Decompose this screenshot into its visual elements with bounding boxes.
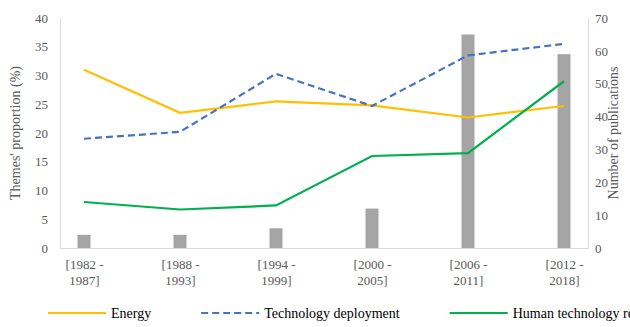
tick-label: 25	[35, 97, 48, 112]
tick: 25	[35, 97, 60, 112]
tick-label: 30	[35, 68, 48, 83]
tick: 60	[588, 44, 608, 59]
legend: Energy Technology deployment Human technol…	[48, 306, 630, 321]
tick: 15	[35, 154, 60, 169]
legend-item: Energy	[48, 306, 151, 321]
bar	[462, 34, 475, 248]
bar	[174, 235, 187, 248]
bar	[366, 209, 379, 248]
tick: 5	[42, 212, 61, 227]
legend-label: Technology deployment	[264, 306, 400, 321]
tick-label: 5	[42, 212, 49, 227]
tick-label: [1982 -1987]	[66, 257, 104, 288]
tick: 40	[588, 109, 608, 124]
tick-label: 0	[42, 241, 49, 256]
y2-axis: 0 10 20 30 40 50 60 70	[588, 11, 608, 256]
tick: 10	[35, 183, 60, 198]
y2-axis-title: Number of publications	[606, 67, 621, 200]
bar-series	[78, 34, 571, 248]
tick: 20	[588, 175, 608, 190]
legend-label: Human technology relationship	[513, 306, 630, 321]
axis-line	[61, 248, 589, 249]
bar	[270, 228, 283, 248]
tick: 10	[588, 208, 608, 223]
tick-label: 10	[595, 208, 608, 223]
tick: [1994 -1999]	[258, 248, 296, 288]
tick-label: 10	[35, 183, 48, 198]
tick: [1982 -1987]	[66, 248, 104, 288]
plot-area	[78, 34, 571, 248]
tick-label: [2012 -2018]	[546, 257, 584, 288]
line	[84, 70, 564, 118]
legend-swatch	[201, 312, 259, 314]
tick-label: 20	[35, 126, 48, 141]
chart: 0 5 10 15 20 25 30 35 40 0 10 20 30 40 50 60 70 [1982 -19…	[0, 0, 630, 327]
x-axis: [1982 -1987] [1988 -1993] [1994 -1999] [200…	[61, 248, 589, 288]
tick: 35	[35, 39, 60, 54]
tick: 0	[42, 241, 61, 256]
tick-label: [1988 -1993]	[162, 257, 200, 288]
legend-swatch	[450, 312, 508, 314]
tick: [2012 -2018]	[546, 248, 584, 288]
tick: [2006 -2011]	[450, 248, 488, 288]
bar	[78, 235, 91, 248]
y-axis: 0 5 10 15 20 25 30 35 40	[35, 11, 61, 256]
tick-label: 60	[595, 44, 608, 59]
tick-label: [2006 -2011]	[450, 257, 488, 288]
tick: 20	[35, 126, 60, 141]
y-axis-title: Themes' proportion (%)	[8, 66, 24, 200]
tick-label: [2000 -2005]	[354, 257, 392, 288]
tick: 70	[588, 11, 608, 26]
tick: [2000 -2005]	[354, 248, 392, 288]
tick: [1988 -1993]	[162, 248, 200, 288]
tick-label: [1994 -1999]	[258, 257, 296, 288]
legend-item: Human technology relationship	[450, 306, 630, 321]
tick-label: 15	[35, 154, 48, 169]
legend-swatch	[48, 312, 106, 314]
line	[84, 81, 564, 209]
axis-line	[60, 19, 61, 249]
tick: 0	[588, 241, 602, 256]
tick: 30	[35, 68, 60, 83]
tick: 40	[35, 11, 60, 26]
tick-label: 70	[595, 11, 608, 26]
tick-label: 0	[595, 241, 602, 256]
bar	[558, 54, 571, 248]
line	[84, 44, 564, 139]
tick-label: 35	[35, 39, 48, 54]
legend-item: Technology deployment	[201, 306, 400, 321]
tick-label: 40	[35, 11, 48, 26]
tick: 50	[588, 76, 608, 91]
legend-label: Energy	[111, 306, 151, 321]
tick: 30	[588, 142, 608, 157]
axis-line	[588, 19, 589, 249]
